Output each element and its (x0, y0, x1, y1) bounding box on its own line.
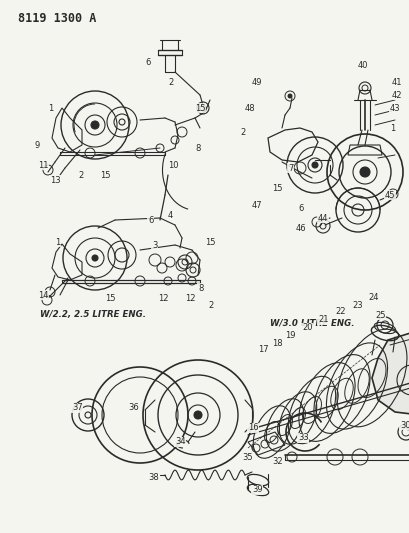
Text: 14: 14 (38, 290, 48, 300)
Text: 21: 21 (317, 316, 328, 325)
Circle shape (311, 162, 317, 168)
Text: 6: 6 (148, 215, 153, 224)
Text: 42: 42 (391, 91, 402, 100)
Text: 25: 25 (374, 311, 384, 319)
Polygon shape (371, 330, 409, 415)
Text: 8119 1300 A: 8119 1300 A (18, 12, 96, 25)
Text: 41: 41 (391, 77, 402, 86)
Circle shape (193, 411, 202, 419)
Text: 9: 9 (35, 141, 40, 149)
Text: 15: 15 (204, 238, 215, 246)
Text: 48: 48 (245, 103, 255, 112)
Text: 4: 4 (168, 211, 173, 220)
Text: 49: 49 (252, 77, 262, 86)
Text: 43: 43 (389, 103, 400, 112)
Text: 15: 15 (271, 183, 282, 192)
Text: 37: 37 (72, 403, 83, 413)
Text: 15: 15 (105, 294, 115, 303)
Text: 19: 19 (284, 332, 295, 341)
Text: 2: 2 (239, 127, 245, 136)
Text: 30: 30 (399, 421, 409, 430)
Text: 18: 18 (271, 338, 282, 348)
Text: 46: 46 (295, 223, 306, 232)
Text: W/2.2, 2.5 LITRE ENG.: W/2.2, 2.5 LITRE ENG. (40, 310, 146, 319)
Text: W/3.0 LITRE ENG.: W/3.0 LITRE ENG. (270, 318, 354, 327)
Text: 15: 15 (100, 171, 110, 180)
Text: 10: 10 (168, 160, 178, 169)
Text: 11: 11 (38, 160, 48, 169)
Text: 1: 1 (389, 124, 394, 133)
Text: 2: 2 (207, 301, 213, 310)
Text: 12: 12 (184, 294, 195, 303)
Text: 6: 6 (145, 58, 150, 67)
Text: 7: 7 (287, 164, 293, 173)
Circle shape (287, 94, 291, 98)
Text: 35: 35 (242, 454, 253, 463)
Text: 33: 33 (297, 433, 308, 442)
Text: 3: 3 (152, 240, 157, 249)
Circle shape (91, 121, 99, 129)
Text: 22: 22 (334, 308, 345, 317)
Text: 39: 39 (252, 486, 262, 495)
Text: 40: 40 (357, 61, 368, 69)
Text: 1: 1 (48, 103, 53, 112)
Text: 16: 16 (247, 424, 258, 432)
Text: 24: 24 (367, 293, 378, 302)
Text: 8: 8 (195, 143, 200, 152)
Text: 8: 8 (198, 284, 203, 293)
Text: 2: 2 (78, 171, 83, 180)
Text: 32: 32 (271, 457, 282, 466)
Text: 1: 1 (55, 238, 60, 246)
Circle shape (359, 167, 369, 177)
Text: 34: 34 (175, 438, 185, 447)
Text: 2: 2 (168, 77, 173, 86)
Text: 13: 13 (50, 175, 61, 184)
Text: 36: 36 (128, 403, 138, 413)
Text: 44: 44 (317, 214, 328, 222)
Text: 17: 17 (257, 345, 268, 354)
Text: 45: 45 (384, 190, 395, 199)
Text: 20: 20 (301, 324, 312, 333)
Text: 47: 47 (252, 200, 262, 209)
Text: 23: 23 (351, 301, 362, 310)
Circle shape (92, 255, 98, 261)
Text: 6: 6 (297, 204, 303, 213)
Text: 12: 12 (157, 294, 168, 303)
Text: 38: 38 (148, 473, 158, 482)
Text: 15: 15 (195, 103, 205, 112)
